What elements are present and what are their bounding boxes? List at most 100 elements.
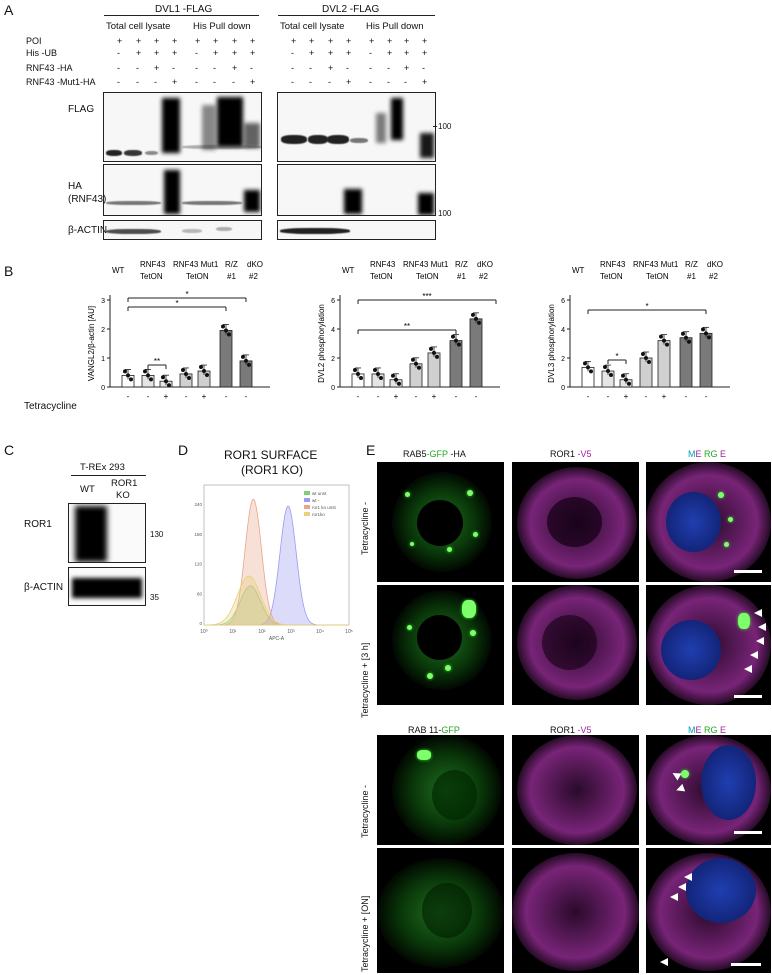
y-axis-label: DVL2 phosphorylation (317, 304, 326, 383)
sign-cell: - (404, 77, 407, 87)
panel-letter-c: C (4, 442, 15, 458)
tet-sign: - (475, 392, 478, 401)
tet-sign: - (455, 392, 458, 401)
sign-cell: + (213, 48, 219, 58)
e-row2-label: Tetracycline + [3 h] (360, 642, 370, 718)
data-point (241, 354, 245, 359)
data-point (606, 369, 610, 374)
x-tick-label: 10¹ (229, 629, 237, 635)
e-top-col2: ROR1 -V5 (550, 449, 592, 459)
data-point (417, 365, 421, 370)
micro-r2-merge (646, 585, 771, 705)
hdr-n1: #1 (227, 272, 236, 281)
micro-r1-green (377, 462, 504, 582)
tet-sign: - (185, 392, 188, 401)
c-blot-label-ror1: ROR1 (24, 519, 52, 530)
row-label-rnf43-mut1: RNF43 -Mut1-HA (26, 77, 96, 87)
data-point (247, 362, 251, 367)
bar (469, 318, 483, 388)
data-point (356, 371, 360, 376)
hdr-dko: dKO (247, 260, 263, 269)
sign-cell: + (309, 36, 315, 46)
hdr-teton: TetON (600, 272, 623, 281)
tet-sign: + (394, 392, 399, 401)
sign-cell: + (404, 48, 410, 58)
blot-dvl1-ha (103, 164, 262, 216)
data-point (391, 373, 395, 378)
legend-entry: wt unst (312, 491, 327, 496)
legend-entry: ror1 ko unst (312, 505, 337, 510)
data-point (379, 375, 383, 380)
mw-100-ha: 100 (438, 209, 452, 218)
hdr-rnf43: RNF43 (600, 260, 626, 269)
sig-label: *** (422, 292, 431, 301)
y-tick-label: 4 (331, 327, 335, 334)
sign-cell: - (369, 48, 372, 58)
c-ko: KO (116, 490, 130, 501)
sign-cell: - (136, 77, 139, 87)
hdr-n1: #1 (687, 272, 696, 281)
sign-cell: - (369, 77, 372, 87)
data-point (589, 369, 593, 374)
sign-cell: + (309, 48, 315, 58)
blot-dvl2-ha (277, 164, 436, 216)
sign-cell: + (328, 48, 334, 58)
blot-label-actin: β-ACTIN (68, 225, 108, 236)
sign-cell: - (387, 63, 390, 73)
c-blot-label-actin: β-ACTIN (24, 582, 64, 593)
panel-b-charts: WT RNF43 TetON RNF43 Mut1 TetON R/Z dKO #1 #2 0 1 2… (87, 260, 730, 401)
data-point (432, 350, 436, 355)
sign-cell: + (422, 48, 428, 58)
micro-r4-merge (646, 848, 771, 973)
tet-sign: + (432, 392, 437, 401)
y-tick-label: 6 (561, 298, 565, 305)
hdr-n2: #2 (249, 272, 258, 281)
y-tick-label: 0 (199, 621, 202, 626)
y-tick-label: 180 (194, 532, 202, 537)
data-point (224, 328, 228, 333)
sign-cell: - (117, 48, 120, 58)
e-bot-merge: ME RG E (688, 725, 727, 735)
hdr-rz: R/Z (455, 260, 468, 269)
sign-cell: + (232, 36, 238, 46)
dvl1-his-pulldown: His Pull down (193, 21, 251, 32)
data-point (397, 381, 401, 386)
sign-cell: - (346, 63, 349, 73)
data-point (659, 334, 663, 339)
tet-sign: + (624, 392, 629, 401)
bar (449, 340, 463, 388)
tet-sign: + (164, 392, 169, 401)
x-axis-label: APC-A (269, 636, 285, 640)
data-point (665, 342, 669, 347)
data-point (662, 338, 666, 343)
e-row4-label: Tetracycline + [ON] (360, 895, 370, 972)
sign-cell: + (195, 36, 201, 46)
sign-cell: - (328, 77, 331, 87)
data-point (704, 331, 708, 336)
sig-label: * (175, 299, 178, 308)
data-point (454, 338, 458, 343)
legend-swatch (304, 498, 310, 502)
sign-cell: + (136, 48, 142, 58)
data-point (621, 373, 625, 378)
data-point (624, 377, 628, 382)
e-row1-label: Tetracycline - (360, 501, 370, 555)
c-wt: WT (80, 484, 95, 495)
dvl2-his-pulldown: His Pull down (366, 21, 424, 32)
hdr-n1: #1 (457, 272, 466, 281)
data-point (373, 367, 377, 372)
data-point (149, 377, 153, 382)
micro-r2-green (377, 585, 504, 705)
y-axis-label: DVL3 phosphorylation (547, 304, 556, 383)
data-point (684, 335, 688, 340)
sign-cell: - (232, 77, 235, 87)
hdr-n2: #2 (709, 272, 718, 281)
sig-label: ** (154, 357, 160, 366)
data-point (687, 339, 691, 344)
data-point (129, 377, 133, 382)
tet-sign: - (357, 392, 360, 401)
x-tick-label: 10⁰ (200, 629, 208, 635)
micro-r4-magenta (512, 848, 639, 973)
sign-cell: + (154, 63, 160, 73)
data-point (187, 375, 191, 380)
